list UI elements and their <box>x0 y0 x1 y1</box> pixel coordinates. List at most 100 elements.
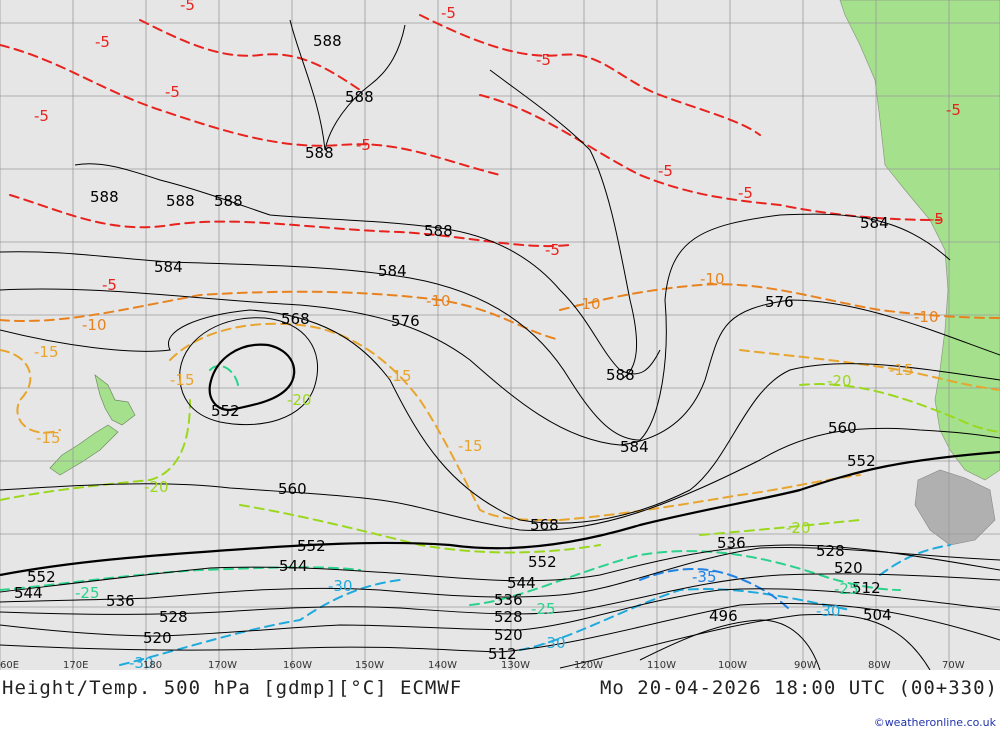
temp-label: -20 <box>827 372 852 390</box>
isotherm-minus20-b <box>239 504 601 554</box>
contour-576 <box>0 288 1000 446</box>
temp-label: -5 <box>180 0 195 14</box>
height-label: 588 <box>166 192 195 210</box>
credit-link[interactable]: ©weatheronline.co.uk <box>873 716 996 729</box>
height-label: 588 <box>606 366 635 384</box>
temp-label: -25 <box>834 580 859 598</box>
height-label: 584 <box>378 262 407 280</box>
contour-512 <box>0 602 1000 653</box>
height-label: 552 <box>211 402 240 420</box>
height-label: 520 <box>834 559 863 577</box>
map-title: Height/Temp. 500 hPa [gdmp][°C] ECMWF <box>2 677 463 699</box>
temp-label: -10 <box>914 308 939 326</box>
temp-label: -10 <box>82 316 107 334</box>
height-label: 536 <box>717 534 746 552</box>
temp-label: -25 <box>531 600 556 618</box>
contour-568 <box>0 309 1000 524</box>
contour-588-a <box>74 163 441 229</box>
isotherm-minus15-c <box>739 349 1000 391</box>
height-label: 520 <box>494 626 523 644</box>
temp-label: -20 <box>144 478 169 496</box>
height-label: 584 <box>620 438 649 456</box>
temp-label: -15 <box>34 343 59 361</box>
isotherm-minus5-a <box>0 44 501 176</box>
lon-label: 130W <box>501 660 530 670</box>
isotherm-minus25-b <box>469 550 901 606</box>
height-label: 576 <box>765 293 794 311</box>
temp-label: -5 <box>356 136 371 154</box>
lon-label: 140W <box>428 660 457 670</box>
height-label: 588 <box>345 88 374 106</box>
contour-536 <box>0 546 1000 603</box>
temp-label: -30 <box>328 577 353 595</box>
lon-label: 120W <box>574 660 603 670</box>
temp-label: -20 <box>786 519 811 537</box>
isotherm-minus15-d <box>559 474 861 521</box>
height-label: 528 <box>494 608 523 626</box>
valid-time: Mo 20-04-2026 18:00 UTC (00+330) <box>599 677 998 699</box>
contour-588-b <box>439 227 661 375</box>
temp-label: -30 <box>541 634 566 652</box>
temp-label: -5 <box>34 107 49 125</box>
height-label: 584 <box>154 258 183 276</box>
temp-label: -25 <box>75 584 100 602</box>
temp-label: -15 <box>170 371 195 389</box>
isotherm-minus15-b <box>169 322 561 521</box>
lon-label: 160W <box>283 660 312 670</box>
lat-lon-grid <box>0 0 1000 670</box>
height-label: 588 <box>214 192 243 210</box>
temp-label: -5 <box>165 83 180 101</box>
temp-label: -15 <box>458 437 483 455</box>
height-label: 544 <box>279 557 308 575</box>
isotherm-minus25-c <box>209 365 239 386</box>
isotherms <box>0 14 1000 666</box>
contour-588-d <box>289 19 406 151</box>
height-label: 568 <box>530 516 559 534</box>
temp-label: -35 <box>692 568 717 586</box>
height-label: 536 <box>494 591 523 609</box>
contour-544 <box>0 544 1000 593</box>
height-label: 588 <box>305 144 334 162</box>
temp-label: -5 <box>929 210 944 228</box>
temp-label: -5 <box>946 101 961 119</box>
footer <box>0 670 1000 733</box>
new-zealand-south <box>49 424 119 476</box>
longitude-labels: 60E 170E 180 170W 160W 150W 140W 130W 12… <box>0 660 965 670</box>
contour-560 <box>0 427 1000 531</box>
contour-552 <box>0 450 1000 577</box>
temp-label: -20 <box>287 391 312 409</box>
height-label: 560 <box>828 419 857 437</box>
temp-label: -5 <box>658 162 673 180</box>
weather-map: 588 588 588 588 588 588 588 584 584 584 … <box>0 0 1000 670</box>
height-label: 544 <box>507 574 536 592</box>
contour-low-552 <box>208 343 296 412</box>
isotherm-minus5-e <box>139 19 361 91</box>
height-label: 568 <box>281 310 310 328</box>
contour-504 <box>559 614 931 670</box>
temp-label: -15 <box>36 429 61 447</box>
height-label: 496 <box>709 607 738 625</box>
lon-label: 150W <box>355 660 384 670</box>
temp-label: -10 <box>426 292 451 310</box>
height-label: 588 <box>90 188 119 206</box>
height-label: 552 <box>847 452 876 470</box>
temp-label: -30 <box>816 602 841 620</box>
temp-label: -15 <box>889 361 914 379</box>
lon-label: 100W <box>718 660 747 670</box>
lon-label: 70W <box>942 660 965 670</box>
temp-label: -30 <box>129 654 154 670</box>
height-label: 588 <box>424 222 453 240</box>
contour-584 <box>0 213 951 441</box>
temp-label: -10 <box>700 270 725 288</box>
height-label: 504 <box>863 606 892 624</box>
height-label: 512 <box>488 645 517 663</box>
height-label: 536 <box>106 592 135 610</box>
isotherm-minus20-d <box>699 519 861 536</box>
temp-label: -15 <box>387 367 412 385</box>
lon-label: 80W <box>868 660 891 670</box>
temp-label: -10 <box>576 295 601 313</box>
height-label: 588 <box>313 32 342 50</box>
contour-520 <box>0 588 1000 637</box>
height-label: 576 <box>391 312 420 330</box>
temp-labels: -5 -5 -5 -5 -5 -5 -5 -5 -5 -5 -10 -10 -1… <box>34 0 961 670</box>
